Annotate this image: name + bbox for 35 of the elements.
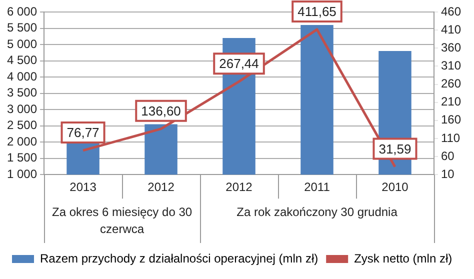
y-tick-label: 5 500 xyxy=(7,20,38,35)
data-label: 411,65 xyxy=(298,4,336,20)
y-tick-label: 1 000 xyxy=(7,166,38,181)
x-tick-label: 2013 xyxy=(70,180,97,194)
y2-tick-label: 210 xyxy=(440,94,462,109)
text: Za okres 6 miesięcy do 30 czerwca xyxy=(52,204,192,236)
y2-tick-label: 60 xyxy=(440,148,455,163)
text: Za rok zakończony 30 grudnia xyxy=(236,204,398,219)
x-tick-label: 2010 xyxy=(382,180,409,194)
y-tick-label: 6 000 xyxy=(7,4,38,18)
y2-tick-label: 310 xyxy=(440,58,462,73)
y-tick-label: 4 000 xyxy=(7,69,38,84)
data-label: 267,44 xyxy=(219,56,259,72)
y2-tick-label: 110 xyxy=(440,130,460,145)
x-tick-label: 2011 xyxy=(304,180,330,194)
data-label: 31,59 xyxy=(378,141,412,156)
y-tick-label: 1 500 xyxy=(7,150,38,165)
legend-label: Razem przychody z działalności operacyjnej (mln zł) xyxy=(40,251,318,266)
y2-tick-label: 160 xyxy=(440,112,462,127)
x-tick-label: 2012 xyxy=(226,180,253,194)
y-tick-label: 2 000 xyxy=(7,134,38,148)
y2-tick-label: 410 xyxy=(440,22,462,36)
y2-tick-label: 460 xyxy=(440,4,462,18)
data-label: 136,60 xyxy=(141,103,181,118)
y-tick-label: 5 000 xyxy=(7,36,38,51)
legend-label: Zysk netto (mln zł) xyxy=(354,251,452,266)
y-tick-label: 3 500 xyxy=(7,86,38,100)
y-tick-label: 3 000 xyxy=(7,102,38,116)
y2-tick-label: 360 xyxy=(440,40,462,54)
y2-tick-label: 10 xyxy=(440,166,455,181)
y-tick-label: 2 500 xyxy=(7,118,38,132)
data-label: 76,77 xyxy=(66,125,100,140)
y2-tick-label: 260 xyxy=(440,76,462,91)
y-tick-label: 4 500 xyxy=(7,53,38,68)
x-tick-label: 2012 xyxy=(148,180,175,194)
